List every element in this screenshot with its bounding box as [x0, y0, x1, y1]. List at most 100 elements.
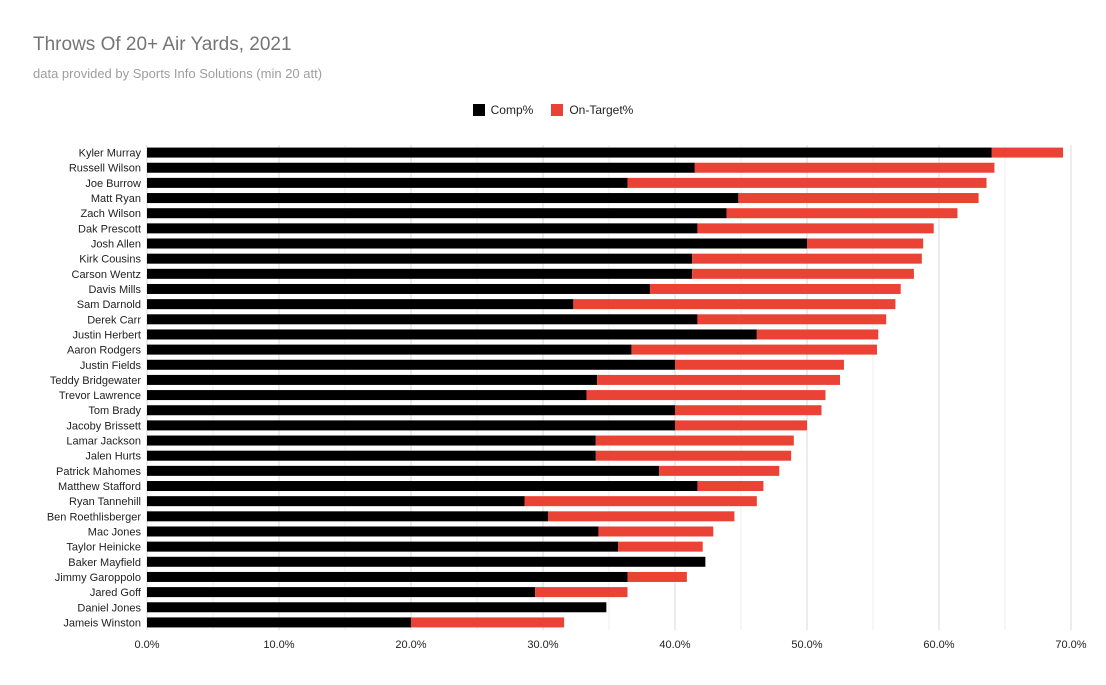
category-label: Josh Allen [91, 239, 141, 251]
x-tick-label: 0.0% [134, 639, 159, 651]
category-label: Daniel Jones [77, 602, 141, 614]
x-tick-label: 50.0% [791, 639, 822, 651]
category-label: Ryan Tannehill [69, 496, 141, 508]
bar-on-target [524, 496, 757, 507]
bar-on-target [697, 314, 887, 325]
bar-comp [147, 283, 650, 294]
x-tick-label: 20.0% [395, 639, 426, 651]
category-label: Russell Wilson [69, 163, 141, 175]
x-tick-label: 60.0% [923, 639, 954, 651]
bar-on-target [573, 299, 896, 310]
bar-on-target [535, 587, 628, 598]
category-label: Zach Wilson [80, 208, 141, 220]
category-label: Carson Wentz [72, 269, 142, 281]
bar-comp [147, 541, 619, 552]
bar-comp [147, 511, 549, 522]
category-label: Jimmy Garoppolo [55, 572, 141, 584]
x-tick-label: 10.0% [263, 639, 294, 651]
legend-item-comp: Comp% [472, 103, 534, 117]
bar-comp [147, 465, 660, 476]
bar-comp [147, 617, 411, 628]
bar-comp [147, 405, 675, 416]
chart-subtitle: data provided by Sports Info Solutions (… [33, 66, 323, 81]
category-label: Dak Prescott [78, 223, 141, 235]
bar-on-target [692, 268, 914, 279]
bar-comp [147, 556, 706, 567]
bar-comp [147, 314, 698, 325]
bar-comp [147, 390, 587, 401]
bar-comp [147, 481, 698, 492]
bar-on-target [548, 511, 735, 522]
bar-on-target [738, 193, 979, 204]
category-label: Joe Burrow [85, 178, 141, 190]
category-label: Matthew Stafford [58, 481, 141, 493]
bar-on-target [756, 329, 879, 340]
category-label: Tom Brady [88, 405, 141, 417]
x-tick-label: 70.0% [1055, 639, 1086, 651]
x-tick-label: 30.0% [527, 639, 558, 651]
category-label: Justin Herbert [73, 329, 141, 341]
bar-on-target [597, 374, 840, 385]
bar-comp [147, 193, 739, 204]
bar-comp [147, 238, 807, 249]
category-label: Matt Ryan [91, 193, 141, 205]
bar-on-target [411, 617, 565, 628]
category-label: Jacoby Brissett [66, 420, 141, 432]
bar-on-target [627, 571, 687, 582]
bar-comp [147, 359, 675, 370]
category-label: Davis Mills [88, 284, 141, 296]
bar-comp [147, 162, 695, 173]
bar-comp [147, 329, 757, 340]
bar-on-target [659, 465, 780, 476]
category-label: Aaron Rodgers [67, 345, 141, 357]
bar-comp [147, 344, 632, 355]
bar-comp [147, 208, 727, 219]
legend-label-comp: Comp% [490, 103, 534, 117]
bar-on-target [694, 162, 995, 173]
bar-on-target [618, 541, 703, 552]
bar-comp [147, 526, 599, 537]
bar-on-target [675, 359, 844, 370]
bar-comp [147, 496, 525, 507]
category-label: Lamar Jackson [66, 436, 141, 448]
bar-on-target [807, 238, 924, 249]
category-label: Jared Goff [90, 587, 142, 599]
category-label: Taylor Heinicke [66, 542, 141, 554]
bar-comp [147, 223, 698, 234]
bar-on-target [627, 177, 987, 188]
category-label: Jalen Hurts [85, 451, 141, 463]
bar-comp [147, 450, 596, 461]
bar-on-target [675, 420, 807, 431]
bar-comp [147, 177, 628, 188]
bar-on-target [631, 344, 877, 355]
category-label: Ben Roethlisberger [47, 511, 142, 523]
category-label: Sam Darnold [77, 299, 141, 311]
bar-on-target [598, 526, 714, 537]
bar-comp [147, 435, 596, 446]
bar-comp [147, 374, 598, 385]
category-label: Patrick Mahomes [56, 466, 141, 478]
category-label: Derek Carr [87, 314, 141, 326]
bar-comp [147, 571, 628, 582]
bar-comp [147, 253, 693, 264]
category-label: Trevor Lawrence [59, 390, 141, 402]
chart-title: Throws Of 20+ Air Yards, 2021 [33, 34, 292, 55]
category-label: Teddy Bridgewater [50, 375, 141, 387]
bar-comp [147, 299, 574, 310]
bar-on-target [692, 253, 922, 264]
category-label: Kyler Murray [79, 148, 142, 160]
legend-swatch-comp [472, 104, 485, 116]
category-label: Justin Fields [80, 360, 142, 372]
category-label: Baker Mayfield [68, 557, 141, 569]
category-label: Jameis Winston [63, 617, 141, 629]
legend-item-on-target: On-Target% [551, 103, 633, 117]
chart-legend: Comp% On-Target% [0, 103, 1106, 117]
bar-on-target [649, 283, 901, 294]
bar-on-target [586, 390, 826, 401]
bar-comp [147, 587, 536, 598]
bar-on-target [726, 208, 958, 219]
bar-comp [147, 420, 675, 431]
x-tick-label: 40.0% [659, 639, 690, 651]
bar-comp [147, 602, 607, 613]
